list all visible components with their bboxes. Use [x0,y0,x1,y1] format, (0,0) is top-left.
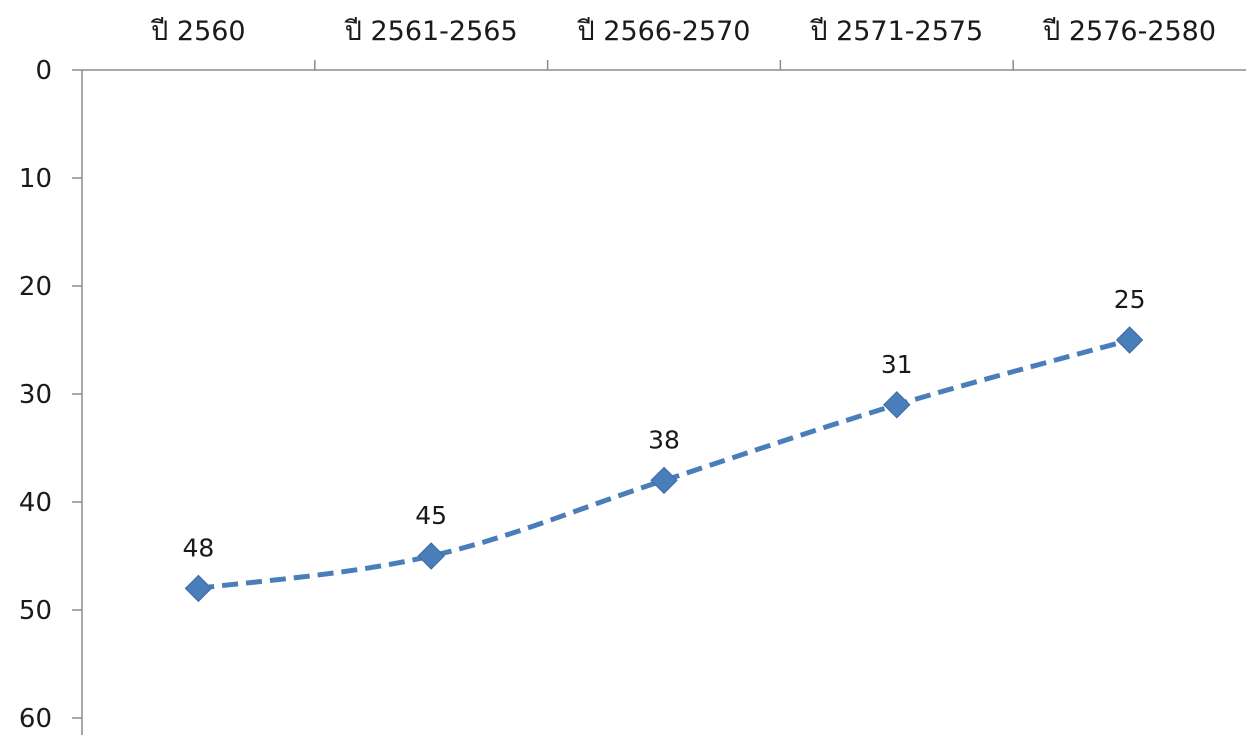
x-category-label: ปี 2576-2580 [1043,16,1216,47]
y-tick-label: 60 [19,704,52,734]
data-point-marker [184,574,213,603]
data-label: 31 [881,350,913,379]
y-tick-label: 20 [19,272,52,302]
y-tick-label: 40 [19,488,52,518]
data-point-marker [1115,326,1144,354]
data-point-marker [883,391,911,419]
x-category-label: ปี 2561-2565 [344,16,517,47]
y-tick-label: 30 [19,380,52,410]
x-axis-categories: ปี 2560 ปี 2561-2565 ปี 2566-2570 ปี 2571-2… [151,16,1216,70]
x-category-label: ปี 2566-2570 [577,16,750,47]
y-tick-label: 10 [19,164,52,194]
y-tick-label: 50 [19,596,52,626]
data-label: 45 [415,501,447,530]
data-point-marker [417,542,445,570]
data-label: 25 [1114,285,1146,314]
x-category-label: ปี 2571-2575 [810,16,983,47]
axes [81,69,1246,735]
data-label: 48 [182,533,214,562]
series-path [198,337,1131,591]
y-axis-ticks: 0 10 20 30 40 50 60 [19,56,82,734]
data-point-marker [650,466,678,495]
data-labels: 48 45 38 31 25 [182,285,1145,562]
data-label: 38 [648,425,680,454]
series-line [184,326,1144,603]
y-tick-label: 0 [35,56,52,86]
x-category-label: ปี 2560 [151,16,246,47]
